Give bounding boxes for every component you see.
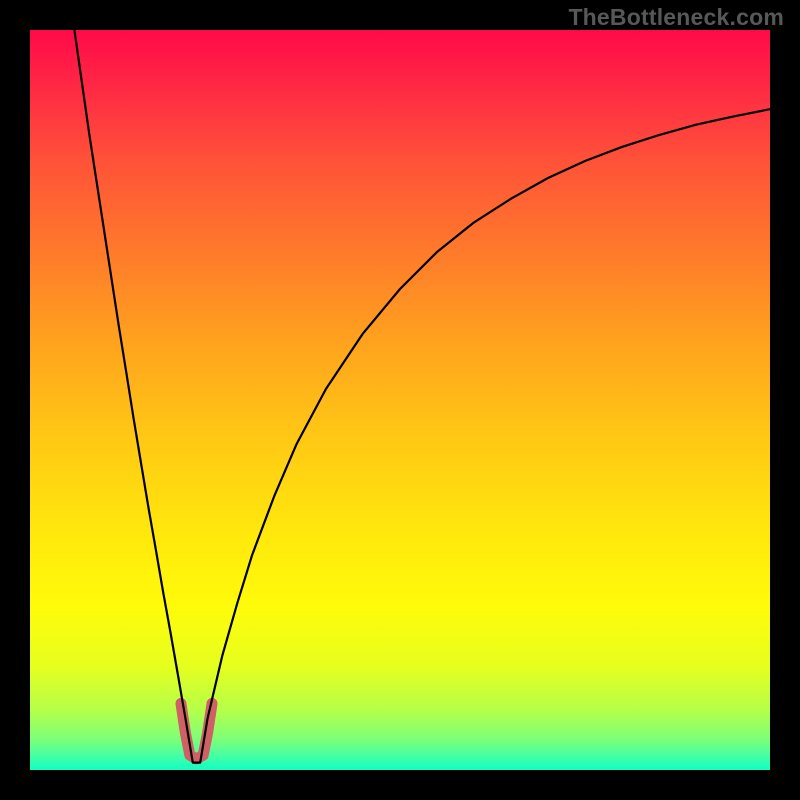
bottleneck-chart [30,30,770,770]
watermark-text: TheBottleneck.com [568,4,784,31]
chart-background [30,30,770,770]
